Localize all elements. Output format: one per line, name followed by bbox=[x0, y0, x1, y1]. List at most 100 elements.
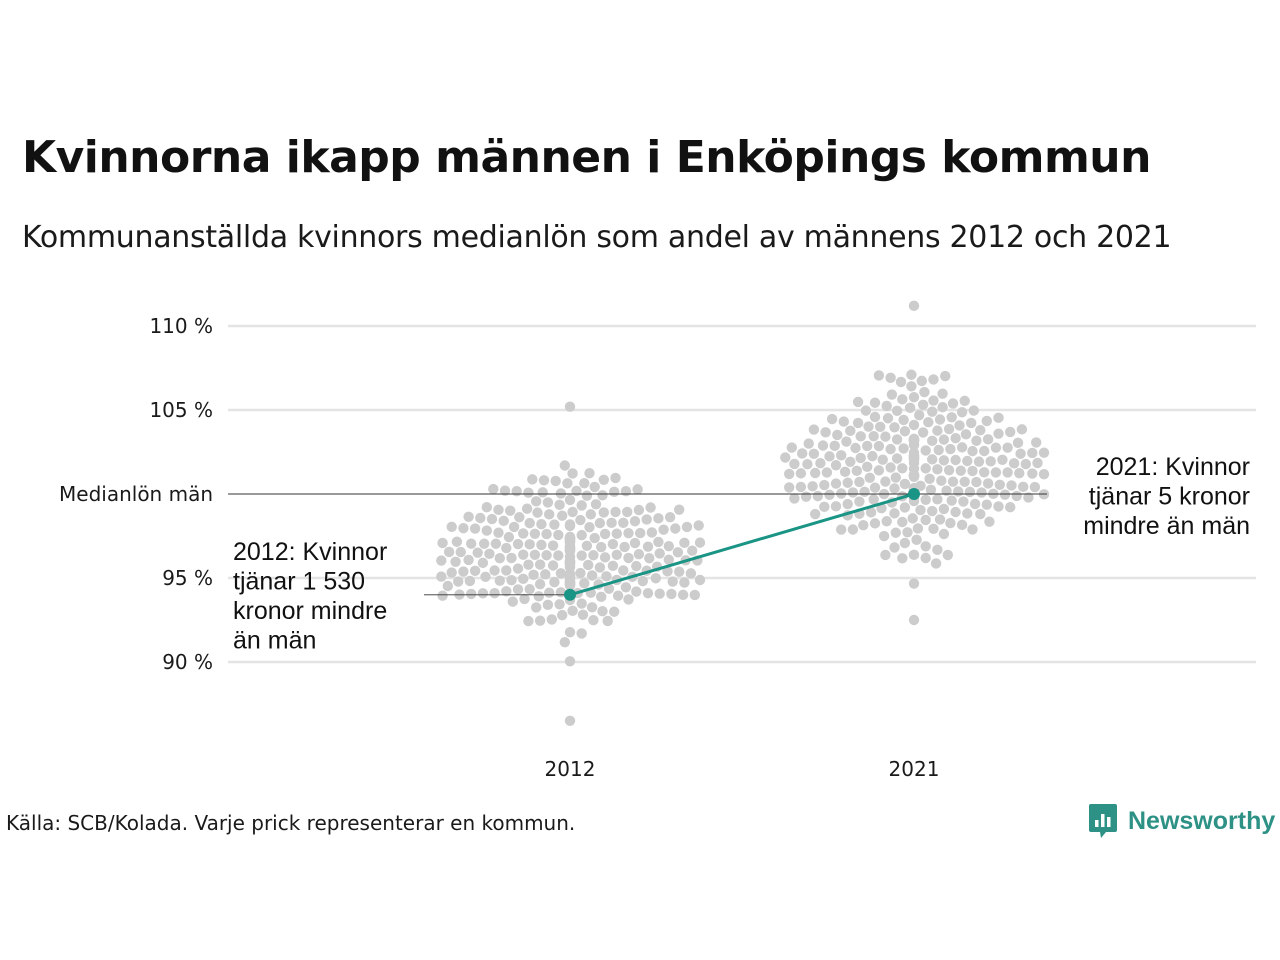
municipality-dot bbox=[559, 636, 570, 648]
municipality-dot bbox=[631, 560, 642, 572]
municipality-dot bbox=[437, 590, 448, 601]
municipality-dot bbox=[967, 524, 978, 535]
municipality-dot bbox=[932, 544, 943, 556]
municipality-dot bbox=[836, 450, 847, 461]
municipality-dot bbox=[962, 508, 973, 519]
municipality-dot bbox=[855, 452, 866, 464]
municipality-dot bbox=[693, 520, 704, 531]
municipality-dot bbox=[873, 440, 885, 452]
municipality-dot bbox=[576, 529, 587, 541]
municipality-dot bbox=[589, 481, 600, 493]
source-note: Källa: SCB/Kolada. Varje prick represent… bbox=[6, 811, 576, 835]
municipality-dot bbox=[947, 476, 959, 487]
municipality-dot bbox=[598, 474, 609, 485]
municipality-dot bbox=[590, 499, 602, 510]
municipality-dot bbox=[881, 400, 892, 412]
municipality-dot bbox=[839, 466, 851, 478]
municipality-dot bbox=[694, 574, 706, 586]
municipality-dot bbox=[895, 376, 907, 388]
municipality-dot bbox=[629, 537, 641, 549]
annotation-line: kronor mindre bbox=[233, 597, 387, 625]
municipality-dot bbox=[602, 615, 613, 627]
municipality-dot bbox=[842, 498, 853, 510]
municipality-dot bbox=[981, 499, 992, 510]
chart-subtitle: Kommunanställda kvinnors medianlön som a… bbox=[22, 220, 1172, 255]
municipality-dot bbox=[679, 537, 690, 549]
municipality-dot bbox=[650, 573, 661, 584]
municipality-dot bbox=[1031, 437, 1042, 448]
municipality-dot bbox=[540, 569, 551, 580]
municipality-dot bbox=[940, 370, 951, 382]
municipality-dot bbox=[969, 498, 981, 510]
municipality-dot bbox=[489, 565, 500, 576]
municipality-dot bbox=[958, 496, 969, 507]
municipality-dot bbox=[585, 509, 596, 520]
municipality-dot bbox=[1005, 501, 1016, 513]
municipality-dot bbox=[577, 609, 589, 620]
municipality-dot bbox=[550, 475, 561, 487]
municipality-dot bbox=[932, 494, 943, 505]
municipality-dot bbox=[597, 605, 608, 617]
municipality-dot bbox=[610, 506, 621, 518]
municipality-dot bbox=[523, 487, 534, 498]
municipality-dot bbox=[899, 478, 911, 490]
municipality-dot bbox=[845, 456, 856, 467]
municipality-dot bbox=[1018, 481, 1029, 493]
municipality-dot bbox=[784, 468, 795, 480]
municipality-dot bbox=[932, 464, 943, 475]
municipality-dot bbox=[523, 615, 534, 627]
municipality-dot bbox=[1008, 458, 1020, 469]
municipality-dot bbox=[527, 474, 538, 485]
municipality-dot bbox=[490, 538, 502, 549]
municipality-dot bbox=[488, 483, 499, 495]
municipality-dot bbox=[976, 487, 987, 498]
municipality-dot bbox=[916, 375, 927, 387]
municipality-dot bbox=[623, 594, 634, 605]
municipality-dot bbox=[953, 486, 964, 497]
municipality-dot bbox=[654, 548, 665, 559]
municipality-dot bbox=[589, 532, 600, 544]
municipality-dot bbox=[446, 521, 457, 533]
municipality-dot bbox=[855, 431, 866, 442]
municipality-dot bbox=[463, 511, 474, 522]
municipality-dot bbox=[687, 545, 698, 556]
municipality-dot bbox=[518, 549, 529, 560]
municipality-dot bbox=[463, 554, 474, 566]
annotation-line: än män bbox=[233, 627, 316, 655]
municipality-dot bbox=[464, 575, 476, 587]
municipality-dot bbox=[524, 517, 535, 529]
municipality-dot bbox=[554, 499, 565, 511]
municipality-dot bbox=[1027, 447, 1038, 459]
municipality-dot bbox=[618, 565, 629, 576]
municipality-dot bbox=[869, 411, 881, 423]
municipality-dot bbox=[959, 395, 970, 407]
municipality-dot bbox=[877, 454, 888, 465]
municipality-dot bbox=[641, 514, 652, 525]
municipality-dot bbox=[458, 522, 469, 534]
municipality-dot bbox=[897, 516, 908, 528]
municipality-dot bbox=[499, 485, 511, 496]
municipality-dot bbox=[999, 489, 1011, 500]
municipality-dot bbox=[528, 569, 539, 580]
municipality-dot bbox=[854, 496, 865, 507]
municipality-dot bbox=[920, 552, 931, 564]
municipality-dot bbox=[927, 435, 938, 447]
municipality-dot bbox=[930, 558, 942, 569]
municipality-dot bbox=[583, 559, 594, 571]
municipality-dot bbox=[529, 549, 541, 560]
municipality-dot bbox=[436, 571, 447, 582]
municipality-dot bbox=[938, 503, 950, 515]
municipality-dot bbox=[606, 517, 617, 529]
municipality-dot bbox=[557, 510, 568, 521]
municipality-dot bbox=[576, 628, 587, 639]
municipality-dot bbox=[869, 518, 881, 529]
municipality-dot bbox=[501, 586, 512, 597]
municipality-dot bbox=[571, 485, 582, 497]
municipality-dot bbox=[880, 431, 891, 442]
municipality-dot bbox=[964, 486, 976, 498]
municipality-dot bbox=[967, 445, 978, 457]
municipality-dot bbox=[586, 570, 598, 581]
municipality-dot bbox=[971, 476, 982, 488]
municipality-dot bbox=[990, 467, 1002, 478]
municipality-dot bbox=[642, 541, 654, 552]
